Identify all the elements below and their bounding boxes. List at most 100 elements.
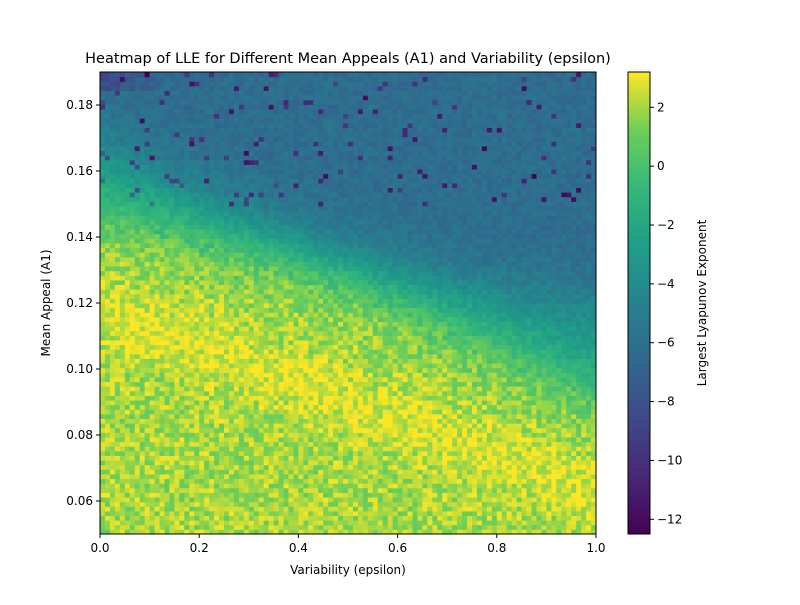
heatmap-cell xyxy=(248,335,255,341)
heatmap-cell xyxy=(516,436,523,443)
heatmap-cell xyxy=(541,436,547,443)
heatmap-cell xyxy=(352,524,359,530)
heatmap-cell xyxy=(328,376,334,383)
heatmap-cell xyxy=(367,349,374,355)
heatmap-cell xyxy=(129,450,136,456)
heatmap-cell xyxy=(496,478,503,484)
heatmap-cell xyxy=(224,473,230,480)
heatmap-cell xyxy=(243,316,250,322)
heatmap-cell xyxy=(526,344,533,350)
heatmap-cell xyxy=(566,395,572,401)
heatmap-cell xyxy=(323,487,329,493)
heatmap-cell xyxy=(164,349,170,355)
heatmap-cell xyxy=(447,339,453,346)
heatmap-cell xyxy=(348,501,354,507)
heatmap-cell xyxy=(149,413,156,419)
heatmap-cell xyxy=(541,367,547,373)
heatmap-cell xyxy=(516,335,523,341)
heatmap-cell xyxy=(432,372,438,378)
heatmap-cell xyxy=(129,524,136,530)
heatmap-cell xyxy=(214,446,220,452)
heatmap-cell xyxy=(407,395,413,401)
heatmap-cell xyxy=(412,400,418,406)
heatmap-cell xyxy=(224,450,230,456)
heatmap-cell xyxy=(581,423,587,429)
heatmap-cell xyxy=(432,529,438,535)
heatmap-cell xyxy=(481,381,488,387)
heatmap-cell xyxy=(377,487,384,493)
heatmap-cell xyxy=(382,316,389,322)
heatmap-cell xyxy=(124,312,131,318)
heatmap-cell xyxy=(174,358,180,364)
heatmap-cell xyxy=(352,404,359,410)
heatmap-cell xyxy=(546,469,552,475)
heatmap-cell xyxy=(511,529,518,535)
heatmap-cell xyxy=(571,390,577,396)
heatmap-cell xyxy=(338,363,344,369)
heatmap-cell xyxy=(457,455,463,461)
heatmap-cell xyxy=(174,436,180,443)
heatmap-cell xyxy=(501,303,508,309)
heatmap-cell xyxy=(243,395,250,401)
heatmap-cell xyxy=(362,372,369,378)
heatmap-cell xyxy=(288,335,294,341)
heatmap-cell xyxy=(204,473,210,480)
heatmap-cell xyxy=(457,515,463,521)
heatmap-cell xyxy=(194,363,200,369)
heatmap-cell xyxy=(134,524,141,530)
heatmap-cell xyxy=(387,381,394,387)
heatmap-cell xyxy=(348,455,354,461)
heatmap-cell xyxy=(104,524,111,530)
heatmap-cell xyxy=(467,413,473,419)
heatmap-cell xyxy=(273,390,280,396)
heatmap-cell xyxy=(501,450,508,456)
heatmap-cell xyxy=(541,344,547,350)
heatmap-cell xyxy=(382,395,389,401)
heatmap-cell xyxy=(432,330,438,336)
heatmap-cell xyxy=(348,460,354,466)
heatmap-cell xyxy=(412,303,418,309)
heatmap-cell xyxy=(219,515,225,521)
heatmap-cell xyxy=(352,344,359,350)
heatmap-cell xyxy=(164,510,170,517)
heatmap-cell xyxy=(536,390,542,396)
heatmap-cell xyxy=(119,418,126,424)
heatmap-cell xyxy=(189,464,195,470)
heatmap-cell xyxy=(581,349,587,355)
heatmap-cell xyxy=(268,510,275,517)
heatmap-cell xyxy=(134,339,141,346)
heatmap-cell xyxy=(531,487,537,493)
heatmap-cell xyxy=(496,460,503,466)
heatmap-cell xyxy=(576,386,582,392)
heatmap-cell xyxy=(402,483,409,489)
heatmap-cell xyxy=(134,450,141,456)
heatmap-cell xyxy=(481,413,488,419)
heatmap-cell xyxy=(243,400,250,406)
heatmap-cell xyxy=(591,492,597,498)
heatmap-cell xyxy=(417,335,423,341)
heatmap-cell xyxy=(427,418,433,424)
heatmap-cell xyxy=(472,321,478,327)
heatmap-cell xyxy=(129,413,136,419)
heatmap-cell xyxy=(268,344,275,350)
heatmap-cell xyxy=(407,423,413,429)
heatmap-cell xyxy=(174,455,180,461)
heatmap-cell xyxy=(308,506,314,512)
heatmap-cell xyxy=(109,372,116,378)
heatmap-cell xyxy=(119,339,126,346)
heatmap-cell xyxy=(362,367,369,373)
heatmap-cell xyxy=(452,483,458,489)
heatmap-cell xyxy=(114,436,121,443)
heatmap-cell xyxy=(367,303,374,309)
heatmap-cell xyxy=(506,492,513,498)
heatmap-cell xyxy=(457,478,463,484)
heatmap-cell xyxy=(114,520,121,526)
heatmap-cell xyxy=(397,446,404,452)
heatmap-cell xyxy=(486,520,493,526)
heatmap-cell xyxy=(352,515,359,521)
heatmap-cell xyxy=(228,321,235,327)
heatmap-cell xyxy=(184,409,190,415)
heatmap-cell xyxy=(149,349,156,355)
heatmap-cell xyxy=(199,418,205,424)
heatmap-cell xyxy=(452,469,458,475)
